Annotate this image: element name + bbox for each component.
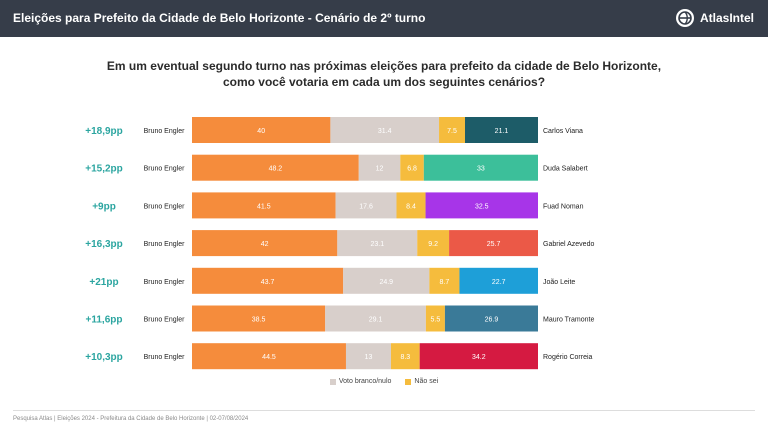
legend-item-branco: Voto branco/nulo bbox=[329, 378, 392, 385]
bar-segment-nao-sei bbox=[390, 343, 420, 370]
bar-value-label: 41.5 bbox=[257, 203, 271, 210]
question-text: Em um eventual segundo turno nas próxima… bbox=[0, 58, 768, 90]
bar-segment-engler bbox=[192, 343, 346, 370]
bar-value-label: 22.7 bbox=[492, 279, 506, 286]
right-candidate-label: Carlos Viana bbox=[543, 128, 583, 135]
right-candidate-label: Duda Salabert bbox=[543, 166, 588, 173]
bar-value-label: 48.2 bbox=[269, 166, 283, 173]
bar-segment-branco bbox=[335, 192, 397, 219]
bar-value-label: 17.6 bbox=[359, 203, 373, 210]
bar-segment-engler bbox=[192, 230, 338, 257]
margin-label: +11,6pp bbox=[86, 315, 123, 326]
bar-value-label: 13 bbox=[365, 354, 373, 361]
bar-value-label: 26.9 bbox=[485, 317, 499, 324]
bar-value-label: 23.1 bbox=[370, 241, 384, 248]
left-candidate-label: Bruno Engler bbox=[144, 128, 186, 135]
bar-value-label: 43.7 bbox=[261, 279, 275, 286]
bar-segment-branco bbox=[330, 117, 440, 143]
bar-value-label: 42 bbox=[261, 241, 269, 248]
margin-label: +9pp bbox=[92, 201, 116, 212]
bar-segment-branco bbox=[358, 154, 401, 181]
bar-value-label: 29.1 bbox=[369, 317, 383, 324]
bar-value-label: 8.7 bbox=[440, 279, 450, 286]
bar-value-label: 38.5 bbox=[252, 317, 266, 324]
bar-value-label: 12 bbox=[376, 166, 384, 173]
bar-segment-opponent bbox=[459, 267, 538, 294]
legend-label-nao-sei: Não sei bbox=[414, 378, 439, 385]
bar-value-label: 8.3 bbox=[400, 354, 410, 361]
bar-segment-branco bbox=[337, 230, 418, 257]
bar-segment-nao-sei bbox=[439, 117, 465, 143]
brand-logo: AtlasIntel bbox=[675, 8, 754, 28]
margin-label: +21pp bbox=[89, 277, 118, 288]
question-line-1: Em um eventual segundo turno nas próxima… bbox=[106, 59, 662, 73]
bar-segment-nao-sei bbox=[425, 305, 445, 332]
atlas-globe-icon bbox=[675, 9, 694, 27]
left-candidate-label: Bruno Engler bbox=[144, 354, 186, 361]
header-bar: Eleições para Prefeito da Cidade de Belo… bbox=[0, 0, 768, 37]
chart-legend: Voto branco/nulo Não sei bbox=[0, 378, 768, 385]
footer-source: Pesquisa Atlas | Eleições 2024 - Prefeit… bbox=[13, 416, 249, 422]
bar-value-label: 31.4 bbox=[378, 128, 392, 135]
brand-name: AtlasIntel bbox=[699, 11, 754, 25]
bar-segment-engler bbox=[192, 117, 331, 143]
bar-value-label: 6.8 bbox=[407, 166, 417, 173]
question-line-2: como você votaria em cada um dos seguint… bbox=[222, 75, 546, 89]
bar-value-label: 33 bbox=[477, 166, 485, 173]
bar-value-label: 34.2 bbox=[472, 354, 486, 361]
bar-segment-engler bbox=[192, 192, 336, 219]
bar-segment-branco bbox=[325, 305, 426, 332]
bar-segment-opponent bbox=[444, 305, 538, 332]
right-candidate-label: Gabriel Azevedo bbox=[543, 241, 594, 248]
bar-segment-nao-sei bbox=[429, 267, 460, 294]
bar-value-label: 32.5 bbox=[475, 203, 489, 210]
bar-segment-branco bbox=[345, 343, 391, 370]
bar-value-label: 21.1 bbox=[495, 128, 509, 135]
left-candidate-label: Bruno Engler bbox=[144, 203, 186, 210]
margin-label: +18,9pp bbox=[85, 126, 123, 137]
page-title: Eleições para Prefeito da Cidade de Belo… bbox=[13, 11, 426, 25]
left-candidate-label: Bruno Engler bbox=[144, 279, 186, 286]
legend-label-branco: Voto branco/nulo bbox=[338, 378, 392, 385]
bar-value-label: 9.2 bbox=[428, 241, 438, 248]
bar-segment-branco bbox=[343, 267, 430, 294]
bar-value-label: 25.7 bbox=[487, 241, 501, 248]
left-candidate-label: Bruno Engler bbox=[144, 166, 186, 173]
bar-segment-opponent bbox=[449, 230, 538, 257]
left-candidate-label: Bruno Engler bbox=[144, 241, 186, 248]
legend-swatch-branco bbox=[329, 378, 336, 385]
legend-item-nao-sei: Não sei bbox=[405, 378, 438, 385]
bar-value-label: 7.5 bbox=[447, 128, 457, 135]
bar-segment-opponent bbox=[419, 343, 538, 370]
margin-label: +15,2pp bbox=[85, 164, 123, 175]
right-candidate-label: João Leite bbox=[543, 279, 575, 286]
bar-segment-engler bbox=[192, 154, 359, 181]
bar-segment-nao-sei bbox=[417, 230, 450, 257]
bar-value-label: 24.9 bbox=[379, 279, 393, 286]
right-candidate-label: Fuad Noman bbox=[543, 203, 584, 210]
left-candidate-label: Bruno Engler bbox=[144, 317, 186, 324]
legend-swatch-nao-sei bbox=[405, 378, 412, 385]
bar-segment-opponent bbox=[423, 154, 538, 181]
margin-label: +16,3pp bbox=[85, 239, 123, 250]
footer-divider bbox=[13, 410, 755, 411]
bar-segment-nao-sei bbox=[400, 154, 424, 181]
right-candidate-label: Mauro Tramonte bbox=[543, 317, 594, 324]
bar-segment-nao-sei bbox=[396, 192, 426, 219]
bar-value-label: 8.4 bbox=[406, 203, 416, 210]
bar-segment-opponent bbox=[464, 117, 538, 143]
bar-value-label: 40 bbox=[257, 128, 265, 135]
bar-segment-engler bbox=[192, 267, 344, 294]
right-candidate-label: Rogério Correia bbox=[543, 354, 593, 361]
bar-value-label: 44.5 bbox=[262, 354, 276, 361]
bar-segment-opponent bbox=[425, 192, 538, 219]
margin-label: +10,3pp bbox=[85, 352, 123, 363]
bar-segment-engler bbox=[192, 305, 326, 332]
bar-value-label: 5.5 bbox=[431, 317, 441, 324]
